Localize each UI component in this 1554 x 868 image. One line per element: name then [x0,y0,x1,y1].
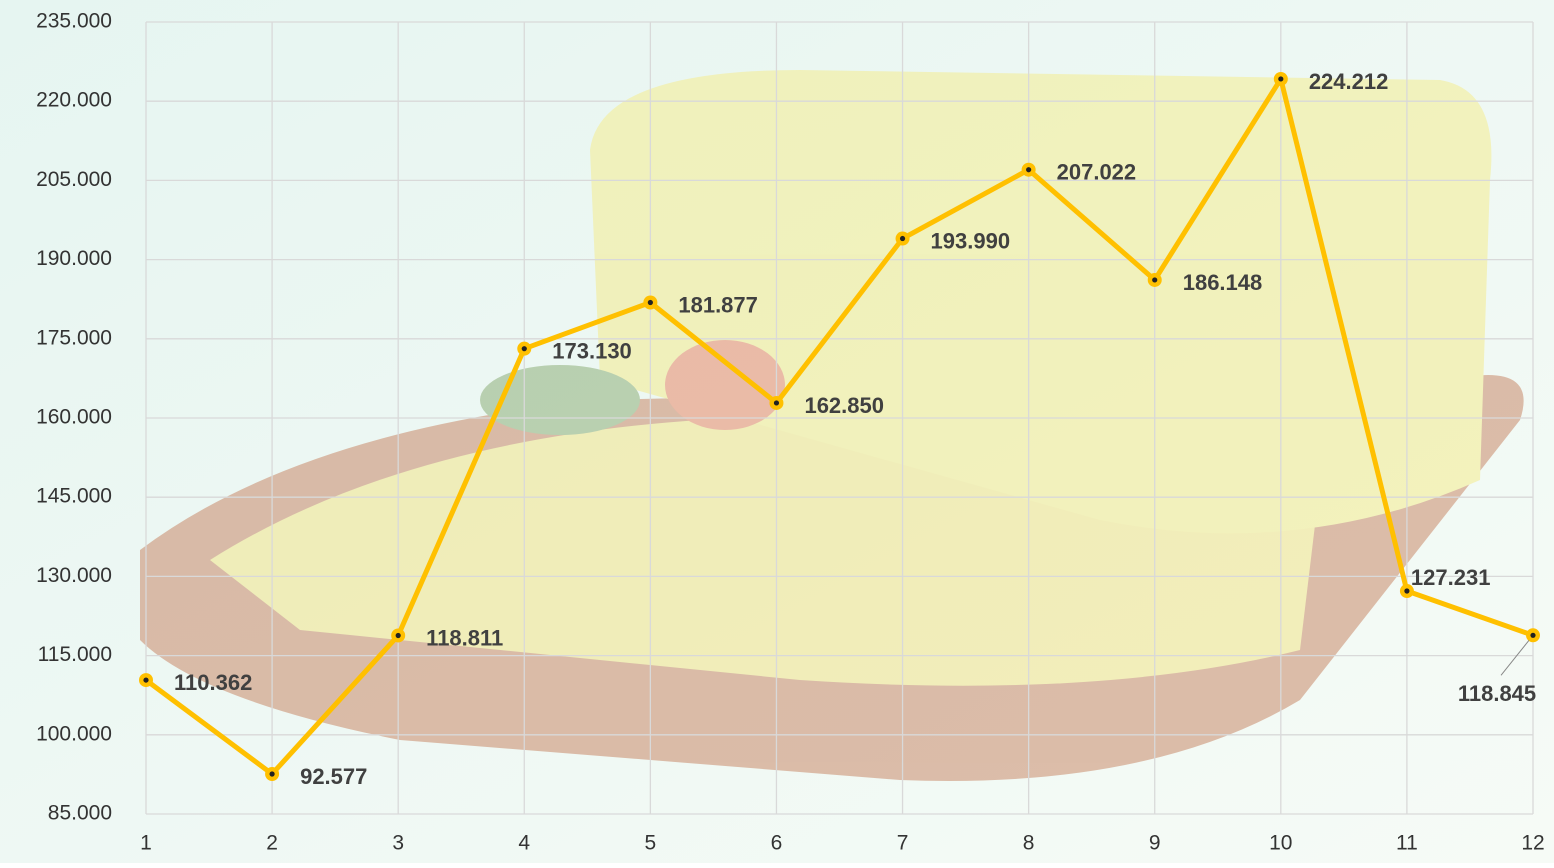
x-tick-label: 1 [140,832,152,855]
y-tick-label: 205.000 [36,168,112,191]
y-tick-label: 145.000 [36,485,112,508]
y-tick-label: 175.000 [36,326,112,349]
x-tick-label: 8 [1023,832,1035,855]
marker-dot [1278,76,1284,82]
marker-dot [269,771,275,777]
marker-dot [1026,167,1032,173]
x-tick-label: 6 [771,832,783,855]
marker-dot [521,346,527,352]
data-label: 186.148 [1183,270,1263,295]
marker-dot [395,632,401,639]
y-tick-label: 100.000 [36,722,112,745]
data-label: 207.022 [1057,160,1137,185]
data-label: 127.231 [1411,565,1491,590]
data-label: 181.877 [678,292,758,317]
marker-dot [143,677,149,683]
marker-dot [1530,632,1536,638]
marker-dot [1404,588,1410,594]
y-tick-label: 220.000 [36,89,112,112]
plot: 110.362 92.577 118.811 173.130 181.877 162.85… [139,69,1540,789]
marker-dot [899,235,906,242]
data-label: 110.362 [174,670,252,695]
x-tick-label: 12 [1521,832,1544,855]
x-tick-label: 10 [1269,832,1292,855]
x-tick-label: 3 [392,832,404,855]
data-label: 173.130 [552,338,632,363]
data-label: 162.850 [804,393,884,418]
marker-dot [647,299,653,306]
y-tick-label: 190.000 [36,247,112,270]
line [144,76,1534,777]
marker-dot [773,400,780,406]
data-label: 118.811 [426,625,503,650]
y-tick-label: 160.000 [36,406,112,429]
data-label: 193.990 [931,228,1011,253]
data-label: 92.577 [300,764,367,789]
data-label: 224.212 [1309,69,1389,94]
leader-line [1500,639,1530,676]
x-tick-label: 7 [897,832,909,855]
x-tick-label: 4 [518,832,530,855]
x-tick-label: 2 [266,832,278,855]
x-tick-label: 5 [645,832,657,855]
data-label: 118.845 [1458,681,1536,706]
x-tick-label: 11 [1396,832,1418,855]
marker-dot [1152,277,1158,283]
y-tick-label: 130.000 [36,564,112,587]
x-tick-label: 9 [1149,832,1161,855]
y-tick-label: 235.000 [36,10,112,33]
y-tick-label: 115.000 [38,643,112,666]
y-tick-label: 85.000 [48,802,112,825]
